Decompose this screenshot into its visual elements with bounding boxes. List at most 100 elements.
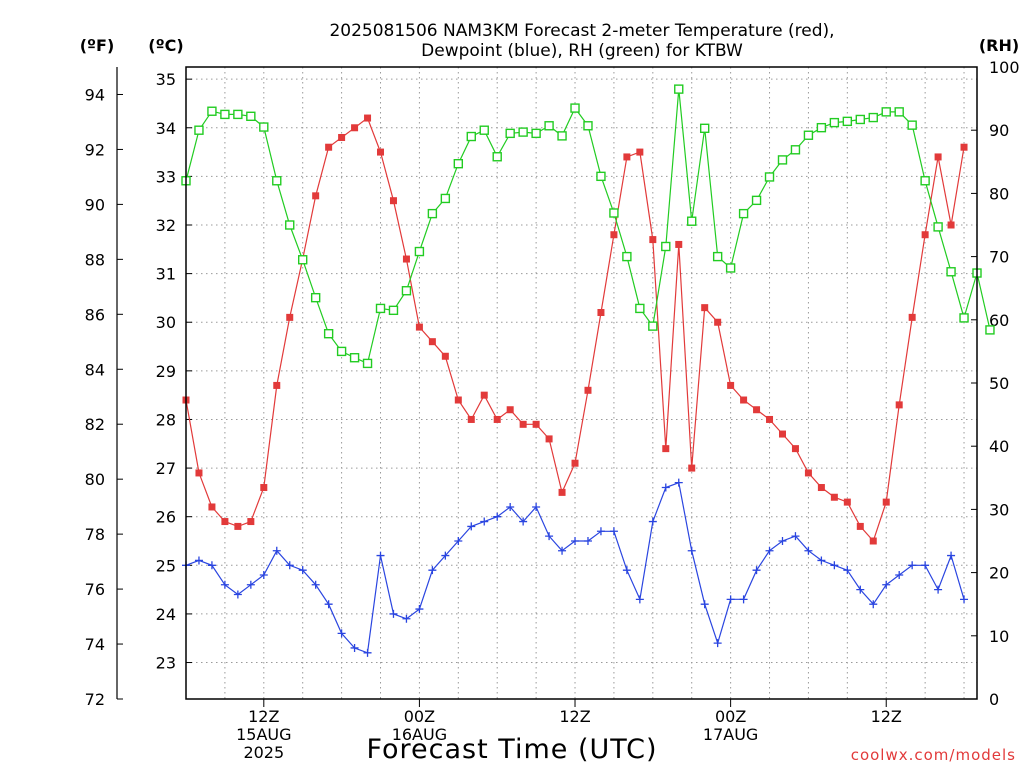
temperature-point [623,153,631,161]
temperature-point [701,304,709,312]
rh-point [699,123,710,134]
temperature-point [804,469,812,477]
rh-point [310,292,321,303]
temperature-point [338,133,346,141]
dewpoint-point [220,580,229,589]
temperature-point [428,338,436,346]
rh-point [648,321,658,331]
rh-point [674,84,684,94]
rh-tick-label: 0 [989,690,999,709]
temperature-point [545,435,553,443]
rh-point [557,131,567,141]
rh-tick-label: 60 [989,311,1009,330]
rh-point [323,329,334,339]
temperature-point [454,396,462,404]
rh-point [388,305,399,316]
x-tick-label: 12Z [559,707,590,726]
celsius-tick-label: 25 [156,556,176,575]
dewpoint-point [506,502,515,511]
dewpoint-point [648,517,657,526]
dewpoint-point [895,571,904,580]
temperature-point [493,415,501,423]
dewpoint-point [596,527,605,536]
rh-point [336,346,347,357]
rh-point [894,107,904,117]
rh-point [738,208,749,219]
temperature-point [260,484,268,492]
dewpoint-point [285,561,294,570]
rh-point [946,267,956,277]
rh-tick-label: 80 [989,184,1009,203]
rh-point [505,128,515,139]
dewpoint-point [467,522,476,531]
celsius-tick-label: 30 [156,313,176,332]
x-tick-label: 12Z [871,707,902,726]
rh-point [583,121,593,131]
rh-point [777,155,788,165]
rh-point [246,111,256,121]
x-tick-label: 2025 [243,743,284,762]
temperature-point [636,148,644,156]
x-tick-label: 00Z [404,707,435,726]
temperature-point [584,386,592,394]
rh-tick-label: 10 [989,627,1009,646]
temperature-point [532,420,540,428]
rh-point [453,158,464,169]
rh-point [920,176,930,186]
temperature-point [234,522,242,530]
dewpoint-point [207,561,216,570]
rh-point [285,220,295,230]
rh-point [518,127,528,137]
temperature-point [519,420,527,428]
temperature-point [467,415,475,423]
temperature-point [312,192,320,200]
dewpoint-point [687,546,696,555]
rh-point [855,114,865,125]
temperature-point [195,469,203,477]
celsius-tick-label: 28 [156,410,176,429]
rh-point [764,172,775,182]
dewpoint-point [882,580,891,589]
temperature-point [208,503,216,511]
dewpoint-point [272,546,281,555]
temperature-point [921,231,929,239]
temperature-point [908,313,916,321]
rh-point [427,208,438,219]
dewpoint-point [921,561,930,570]
dewpoint-point [869,600,878,609]
temperature-series [182,114,968,545]
rh-point [907,120,917,130]
rh-point [803,130,814,140]
rh-point [220,109,230,120]
rh-series [181,84,995,369]
fahrenheit-tick-label: 80 [85,470,105,489]
celsius-tick-label: 23 [156,654,176,673]
x-tick-label: 17AUG [703,725,758,744]
celsius-tick-label: 29 [156,362,176,381]
rh-point [985,325,995,335]
dewpoint-point [428,566,437,575]
x-tick-label: 15AUG [236,725,291,744]
dewpoint-point [622,566,631,575]
celsius-tick-label: 35 [156,70,176,89]
dewpoint-point [324,600,333,609]
dewpoint-point [311,580,320,589]
dewpoint-point [298,566,307,575]
temperature-point [402,255,410,263]
dewpoint-point [726,595,735,604]
rh-point [272,176,282,186]
rh-point [207,106,217,116]
dewpoint-point [817,556,826,565]
fahrenheit-tick-label: 82 [85,415,105,434]
rh-point [959,313,969,323]
temperature-point [843,498,851,506]
temperature-point [688,464,696,472]
temperature-point [960,143,968,151]
plot-series [181,84,995,657]
rh-point [635,303,645,314]
fahrenheit-tick-label: 90 [85,195,105,214]
dewpoint-point [480,517,489,526]
x-tick-label: 16AUG [392,725,447,744]
rh-point [596,171,606,182]
rh-point [531,128,541,139]
